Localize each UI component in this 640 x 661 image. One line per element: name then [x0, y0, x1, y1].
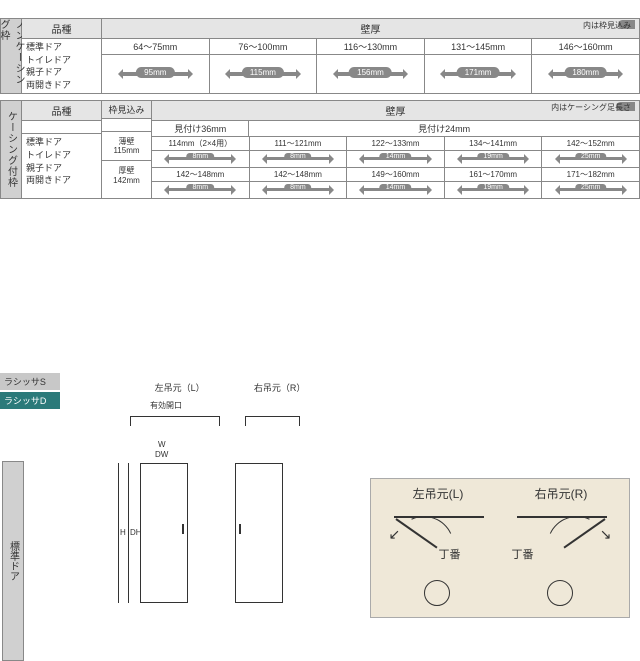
- type-list2: 標準ドア トイレドア 親子ドア 両開きドア: [22, 134, 101, 188]
- tag-lasissa-s: ラシッサS: [0, 373, 60, 390]
- type-list: 標準ドア トイレドア 親子ドア 両開きドア: [22, 39, 101, 93]
- hinge-right: 丁番 ↘: [507, 506, 617, 606]
- hinge-diagram: 左吊元(L) 右吊元(R) 丁番 ↙ 丁番 ↘: [370, 478, 630, 618]
- vtab-2: ケーシング付枠: [0, 100, 22, 199]
- table-keshing: ケーシング付枠 品種 標準ドア トイレドア 親子ドア 両開きドア 枠見込み 薄壁…: [0, 100, 640, 199]
- wall-header2: 壁厚 内はケーシング足長さ: [152, 101, 639, 121]
- vtab-1: ノンケーシング枠: [0, 18, 22, 94]
- vcol-door: 標準ドア: [2, 461, 24, 661]
- type-header: 品種: [22, 19, 101, 39]
- tag-lasissa-d: ラシッサD: [0, 392, 60, 409]
- wall-header: 壁厚 内は枠見込み: [102, 19, 639, 39]
- table-nonkeshing: ノンケーシング枠 品種 標準ドア トイレドア 親子ドア 両開きドア 壁厚 内は枠…: [0, 18, 640, 94]
- hinge-left: 丁番 ↙: [384, 506, 494, 606]
- vtab2-label: ケーシング付枠: [4, 111, 19, 188]
